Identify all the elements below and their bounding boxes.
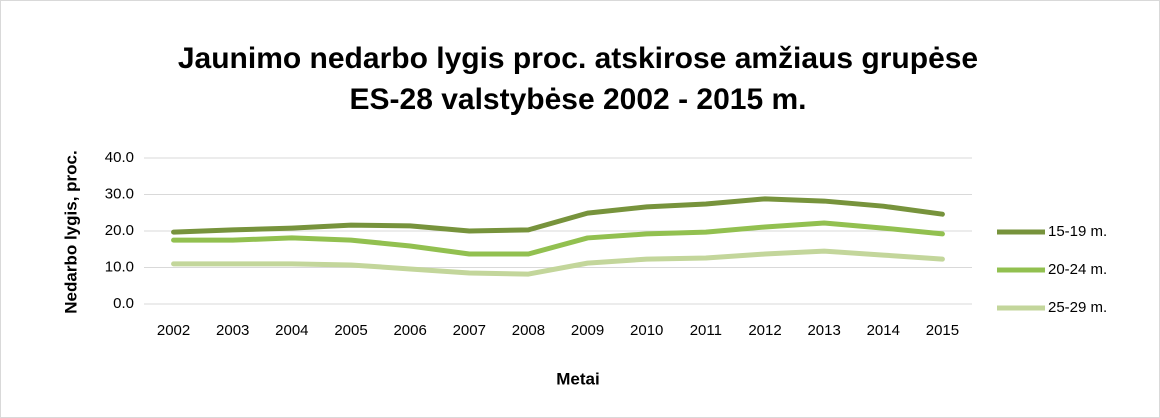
legend-label: 20-24 m. [1048,261,1107,278]
x-tick-label: 2004 [275,322,308,339]
y-tick-label: 10.0 [105,258,134,275]
x-tick-label: 2008 [512,322,545,339]
series-line [171,196,945,235]
x-tick-label: 2007 [453,322,486,339]
x-tick-label: 2011 [690,322,722,339]
legend-label: 25-29 m. [1048,299,1107,316]
x-tick-label: 2010 [630,322,663,339]
y-tick-label: 0.0 [113,295,134,312]
x-tick-label: 2009 [571,322,604,339]
y-axis-label: Nedarbo lygis, proc. [61,150,80,313]
x-tick-label: 2006 [393,322,426,339]
x-tick-label: 2012 [748,322,781,339]
chart-title: Jaunimo nedarbo lygis proc. atskirose am… [178,42,978,75]
legend-label: 15-19 m. [1048,223,1107,240]
chart-title: ES-28 valstybėse 2002 - 2015 m. [350,83,807,116]
series-line [171,220,945,257]
series-line [171,248,945,277]
x-tick-label: 2013 [807,322,840,339]
y-tick-label: 40.0 [105,149,134,166]
y-tick-label: 20.0 [105,222,134,239]
y-tick-label: 30.0 [105,185,134,202]
x-tick-label: 2015 [926,322,959,339]
x-axis-label: Metai [556,369,599,388]
x-tick-label: 2005 [334,322,367,339]
x-tick-label: 2003 [216,322,249,339]
x-tick-label: 2002 [157,322,190,339]
x-tick-label: 2014 [867,322,900,339]
